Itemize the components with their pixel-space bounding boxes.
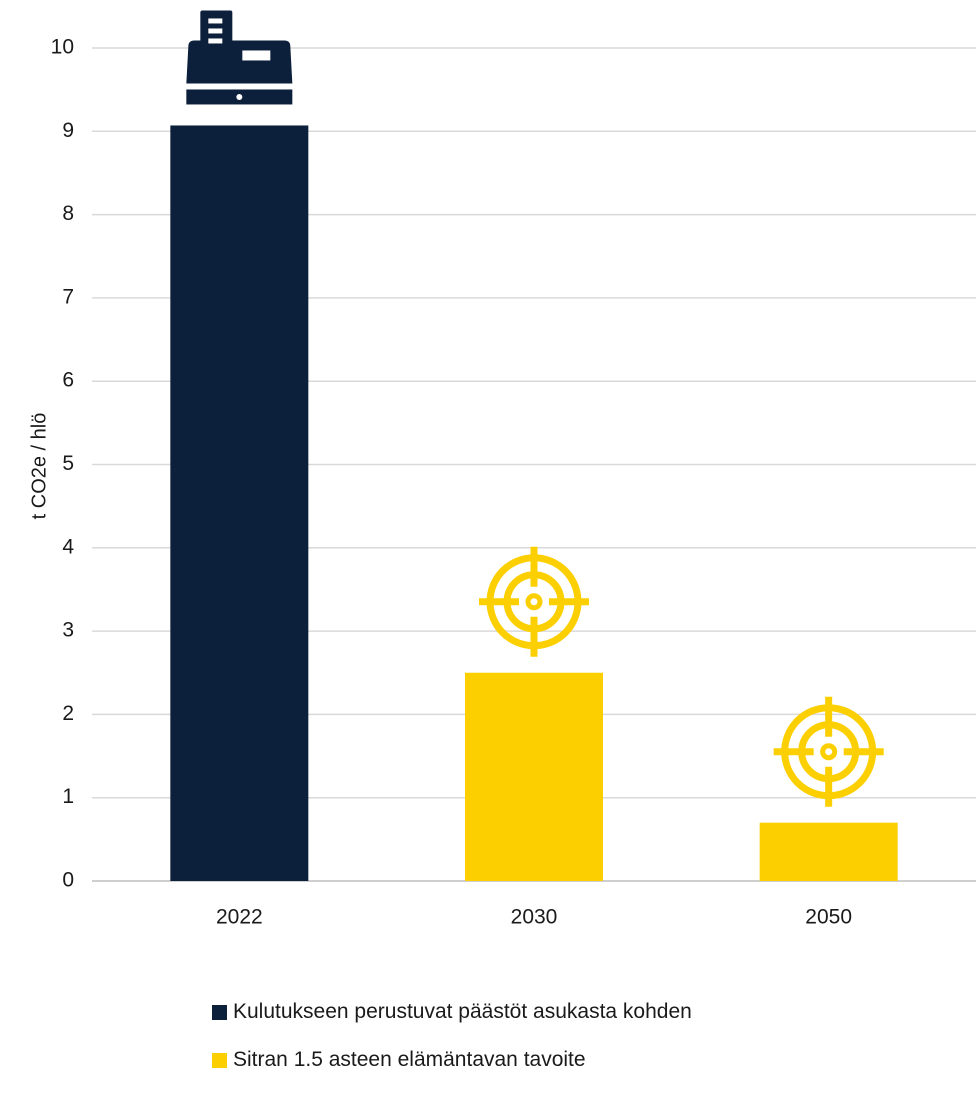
bars (170, 125, 898, 882)
target-icon (479, 546, 589, 657)
legend: Kulutukseen perustuvat päästöt asukasta … (212, 1000, 692, 1096)
y-tick-label: 9 (62, 119, 74, 142)
legend-item-consumption: Kulutukseen perustuvat päästöt asukasta … (212, 1000, 692, 1024)
y-tick-label: 6 (62, 369, 74, 392)
legend-label: Sitran 1.5 asteen elämäntavan tavoite (233, 1048, 586, 1071)
bar-2050 (759, 822, 898, 881)
x-tick-label: 2050 (805, 906, 852, 929)
y-tick-label: 0 (62, 869, 74, 892)
bar-chart: 0 1 2 3 4 5 6 7 8 9 10 2022 2030 2050 t CO2e / hlö (28, 10, 976, 929)
legend-label: Kulutukseen perustuvat päästöt asukasta … (233, 1000, 692, 1023)
y-tick-label: 3 (62, 619, 74, 642)
bar-icons (186, 10, 884, 807)
x-tick-label: 2030 (511, 906, 558, 929)
legend-swatch-yellow (212, 1052, 227, 1068)
y-axis-title: t CO2e / hlö (28, 413, 50, 520)
x-tick-labels: 2022 2030 2050 (216, 906, 852, 929)
cash-register-icon (186, 10, 293, 105)
legend-item-target: Sitran 1.5 asteen elämäntavan tavoite (212, 1048, 692, 1072)
y-tick-label: 7 (62, 285, 74, 308)
target-icon (773, 696, 884, 807)
y-tick-label: 4 (62, 535, 74, 558)
y-tick-label: 1 (62, 785, 74, 808)
legend-swatch-navy (212, 1004, 227, 1020)
y-tick-labels: 0 1 2 3 4 5 6 7 8 9 10 (51, 36, 75, 892)
y-tick-label: 2 (62, 702, 74, 725)
y-tick-label: 8 (62, 202, 74, 225)
x-tick-label: 2022 (216, 906, 263, 929)
y-tick-label: 5 (62, 452, 74, 475)
bar-2030 (465, 672, 603, 881)
bar-2022 (170, 125, 309, 882)
y-tick-label: 10 (51, 36, 74, 59)
